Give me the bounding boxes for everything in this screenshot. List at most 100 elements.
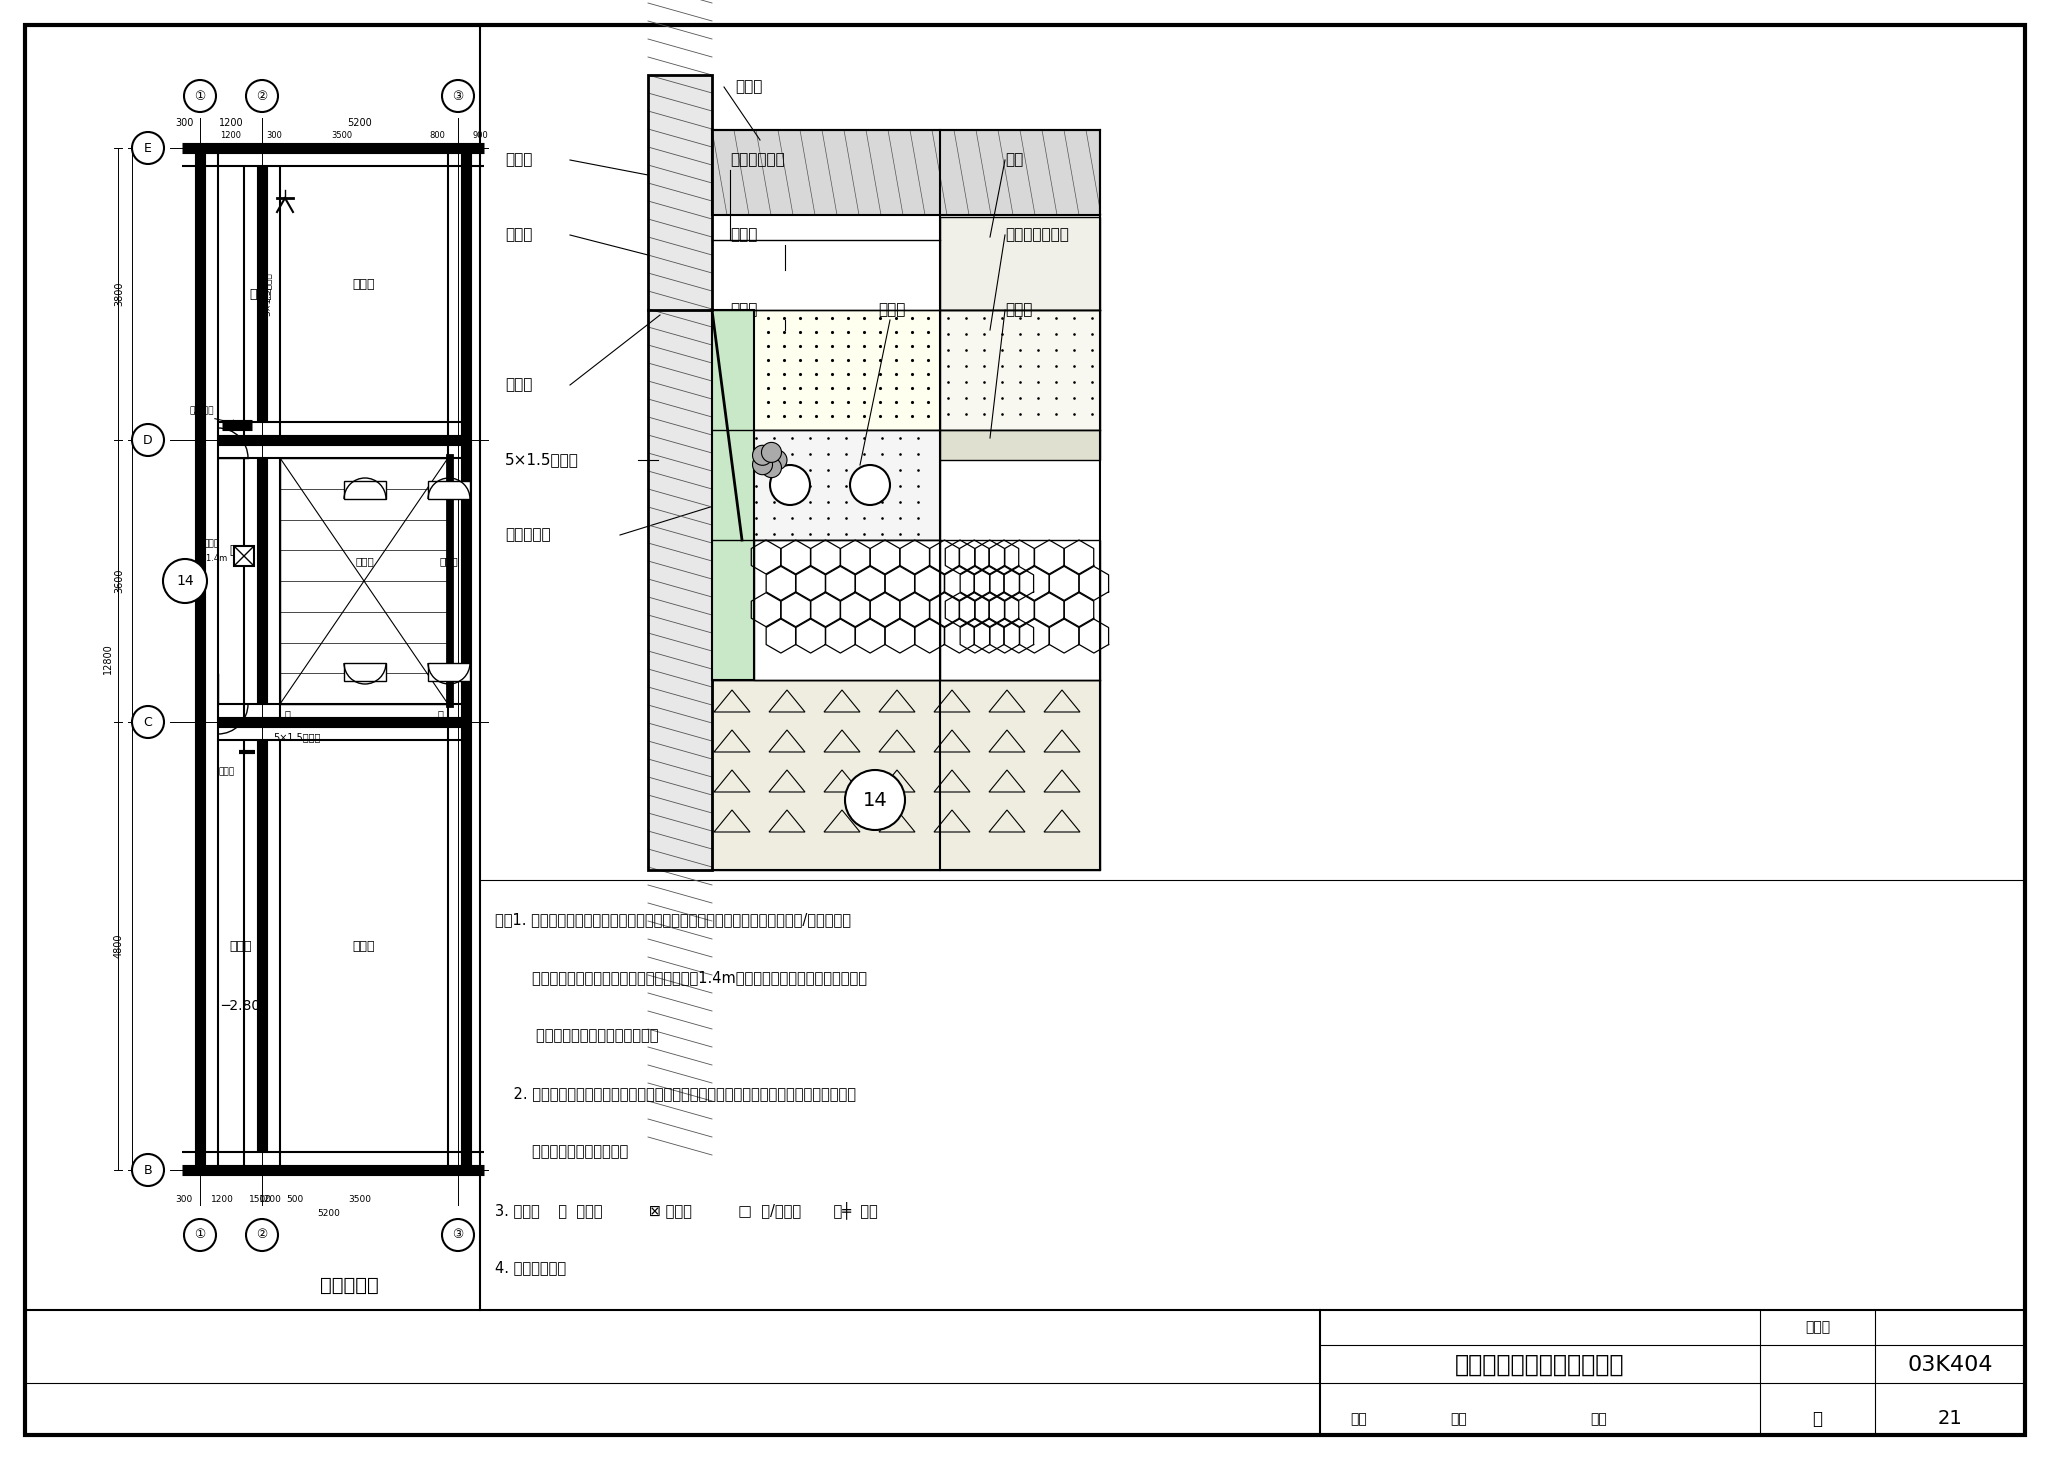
Text: 设备间: 设备间: [250, 287, 272, 300]
Text: 分/集水器: 分/集水器: [190, 405, 215, 414]
Text: 绝热层: 绝热层: [729, 303, 758, 318]
Text: 饰面砖: 饰面砖: [506, 227, 532, 242]
Text: 3×1.5护套线: 3×1.5护套线: [262, 272, 272, 316]
Text: 1500: 1500: [248, 1196, 272, 1205]
Text: B: B: [143, 1164, 152, 1176]
Text: 地下层平面: 地下层平面: [319, 1275, 379, 1294]
Circle shape: [246, 80, 279, 112]
Text: 室内温度控制器布置示意图: 室内温度控制器布置示意图: [1456, 1354, 1624, 1377]
Text: 图集号: 图集号: [1804, 1320, 1831, 1335]
Circle shape: [184, 1220, 215, 1252]
Bar: [713, 310, 754, 680]
Bar: [713, 310, 940, 430]
Bar: [713, 430, 940, 541]
Text: 密封膏: 密封膏: [506, 377, 532, 392]
Text: 800: 800: [430, 131, 444, 140]
Text: 14: 14: [862, 791, 887, 810]
Text: 抹灰层: 抹灰层: [506, 153, 532, 168]
Text: D: D: [143, 434, 154, 446]
Text: ③: ③: [453, 1228, 463, 1241]
Text: 14: 14: [176, 574, 195, 589]
Text: 校对: 校对: [1450, 1412, 1466, 1426]
Text: 审核: 审核: [1350, 1412, 1366, 1426]
Bar: [940, 310, 1100, 430]
Bar: [281, 457, 449, 704]
Text: 保护层: 保护层: [729, 227, 758, 242]
Text: ②: ②: [256, 1228, 268, 1241]
Text: 塑料管: 塑料管: [879, 303, 905, 318]
Bar: [713, 680, 1100, 870]
Text: 接线盒: 接线盒: [205, 539, 219, 548]
Text: 5×1.5护套线: 5×1.5护套线: [272, 731, 319, 742]
Text: C: C: [143, 715, 152, 728]
Text: 于护套线管的水平敷设。: 于护套线管的水平敷设。: [496, 1145, 629, 1160]
Circle shape: [762, 443, 782, 462]
Bar: [940, 430, 1100, 460]
Circle shape: [846, 769, 905, 830]
Text: ②: ②: [256, 89, 268, 102]
Bar: [713, 130, 1100, 216]
Text: 500: 500: [287, 1196, 303, 1205]
Bar: [344, 663, 385, 680]
Text: 1200: 1200: [258, 1196, 281, 1205]
Text: 地砖: 地砖: [1006, 153, 1024, 168]
Bar: [940, 541, 1100, 680]
Text: ③: ③: [453, 89, 463, 102]
Text: ─2.80: ─2.80: [221, 1000, 260, 1013]
Text: 2. 应在边界保温带施工前，在受控房间或区域安装温度控制器及其信号管线。本节点用: 2. 应在边界保温带施工前，在受控房间或区域安装温度控制器及其信号管线。本节点用: [496, 1087, 856, 1101]
Bar: [233, 546, 254, 565]
Text: 03K404: 03K404: [1907, 1355, 1993, 1375]
Text: 设计: 设计: [1589, 1412, 1608, 1426]
Text: 卫置室: 卫置室: [356, 557, 375, 565]
Text: 3500: 3500: [348, 1196, 371, 1205]
Text: 3500: 3500: [332, 131, 352, 140]
Circle shape: [131, 707, 164, 739]
Text: 300: 300: [176, 1196, 193, 1205]
Bar: [647, 74, 713, 870]
Text: 置插座或电源接头。温控器安装位置距地面1.4m（或与室内照明开关并排设置）、: 置插座或电源接头。温控器安装位置距地面1.4m（或与室内照明开关并排设置）、: [496, 970, 866, 985]
Text: 4. 其余同前页。: 4. 其余同前页。: [496, 1260, 565, 1275]
Bar: [940, 217, 1100, 310]
Bar: [754, 541, 940, 680]
Text: 3600: 3600: [115, 568, 125, 593]
Text: 1200: 1200: [219, 118, 244, 128]
Text: 1200: 1200: [221, 131, 242, 140]
Bar: [428, 481, 469, 498]
Bar: [428, 663, 469, 680]
Circle shape: [442, 80, 473, 112]
Text: 900: 900: [473, 131, 487, 140]
Text: 4800: 4800: [115, 934, 125, 959]
Text: 3800: 3800: [115, 281, 125, 306]
Text: 上: 上: [285, 710, 291, 718]
Circle shape: [246, 1220, 279, 1252]
Text: 1200: 1200: [211, 1196, 233, 1205]
Circle shape: [184, 80, 215, 112]
Circle shape: [752, 455, 772, 475]
Text: 页: 页: [1812, 1410, 1823, 1428]
Text: 300: 300: [266, 131, 283, 140]
Text: 上: 上: [436, 710, 442, 718]
Text: 3. 图例：    ＝  温控器          ⊠ 接线盒          □  分/集水器       ＋╪  插座: 3. 图例： ＝ 温控器 ⊠ 接线盒 □ 分/集水器 ＋╪ 插座: [496, 1201, 879, 1220]
Circle shape: [164, 559, 207, 603]
Circle shape: [131, 424, 164, 456]
Circle shape: [131, 133, 164, 165]
Text: 现浇层: 现浇层: [735, 80, 762, 95]
Text: 300: 300: [174, 118, 193, 128]
Text: 娱乐室: 娱乐室: [229, 545, 252, 558]
Text: 卫置室: 卫置室: [440, 557, 459, 565]
Text: 5×1.5护套线: 5×1.5护套线: [506, 453, 580, 468]
Circle shape: [768, 450, 786, 471]
Text: 干硬性水泥砂浆: 干硬性水泥砂浆: [1006, 227, 1069, 242]
Text: 距地1.4m: 距地1.4m: [197, 554, 227, 562]
Text: 储藏室: 储藏室: [229, 940, 252, 953]
Text: 复合塑料薄膜: 复合塑料薄膜: [729, 153, 784, 168]
Text: 防潮层: 防潮层: [1006, 303, 1032, 318]
Text: 5200: 5200: [348, 118, 373, 128]
Text: 边界保温带: 边界保温带: [506, 527, 551, 542]
Text: 楼梯间: 楼梯间: [352, 940, 375, 953]
Text: ①: ①: [195, 1228, 205, 1241]
Text: 12800: 12800: [102, 644, 113, 675]
Text: 温控器: 温控器: [219, 766, 236, 777]
Text: ①: ①: [195, 89, 205, 102]
Bar: [647, 74, 713, 870]
